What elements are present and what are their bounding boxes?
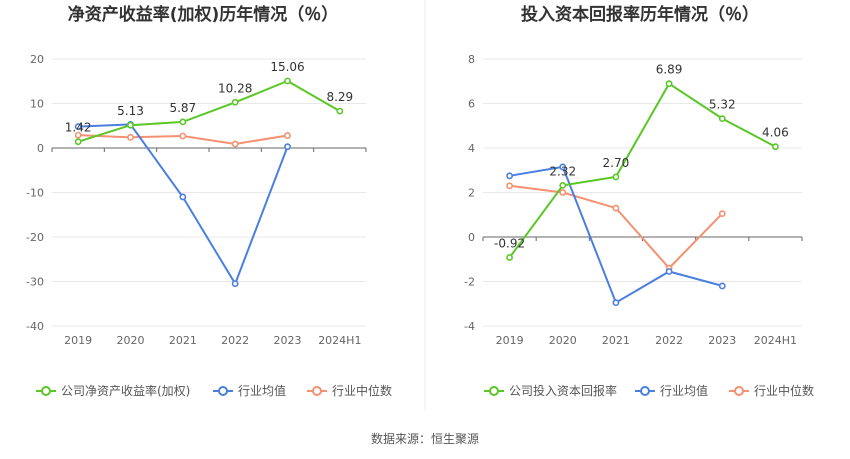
data-source-note: 数据来源：恒生聚源 [370,432,479,446]
data-point-median [74,131,82,139]
legend-marker-company [489,386,499,396]
data-point-avg [559,163,567,171]
data-point-avg [718,282,726,290]
chart-title-1: 净资产收益率(加权)历年情况（％） [68,4,339,25]
x-tick-label: 2024H1 [318,334,361,347]
x-tick-label: 2022 [221,334,249,347]
y-tick-label: 10 [30,98,44,111]
data-point-company [231,98,239,106]
data-point-median [127,133,134,141]
data-point-avg [74,123,82,131]
legend-marker-avg [640,386,650,396]
y-tick-label: -30 [26,276,44,289]
data-point-avg [284,143,291,151]
data-label: 15.06 [270,60,304,74]
data-point-company [336,107,344,115]
legend-marker-median [312,386,322,396]
data-label: 4.06 [762,126,789,140]
data-point-company [665,80,673,88]
data-point-company [179,118,187,126]
data-point-median [179,132,187,140]
data-point-company [284,77,291,85]
x-tick-label: 2019 [496,334,524,347]
data-point-company [612,173,620,181]
x-tick-label: 2021 [602,334,630,347]
legend-label-company: 公司净资产收益率(加权) [61,383,190,398]
data-point-company [506,254,513,261]
series-line-company [77,79,341,143]
data-label: 1.42 [65,121,92,135]
y-tick-label: -4 [464,320,475,333]
data-point-avg [179,193,187,201]
legend-marker-median [734,386,744,396]
y-tick-label: -10 [26,187,44,200]
data-point-company [127,121,134,129]
y-tick-label: -40 [26,320,44,333]
y-tick-label: 2 [468,187,475,200]
x-tick-label: 2023 [274,334,302,347]
data-point-median [612,204,620,212]
x-tick-label: 2019 [64,334,92,347]
legend-label-company: 公司投入资本回报率 [509,383,617,398]
y-tick-label: -2 [464,276,475,289]
x-tick-label: 2021 [169,334,197,347]
y-tick-label: 0 [37,142,44,155]
x-tick-label: 2022 [655,334,683,347]
legend-label-median: 行业中位数 [332,383,392,398]
data-point-company [772,143,779,151]
legend-label-median: 行业中位数 [754,383,814,398]
legend-marker-company [41,386,51,396]
data-point-median [284,132,291,139]
data-label: 8.29 [326,90,353,104]
x-tick-label: 2024H1 [754,334,797,347]
data-point-company [559,181,567,189]
y-tick-label: 6 [468,98,475,111]
data-point-company [74,138,82,146]
legend-label-avg: 行业均值 [660,383,708,398]
data-point-company [718,115,726,123]
data-point-avg [231,280,239,288]
data-label: -0.92 [494,236,525,250]
data-label: 5.87 [169,101,196,115]
data-point-median [718,210,726,218]
data-point-avg [665,268,673,275]
data-label: 5.32 [709,98,736,112]
y-tick-label: 4 [468,142,475,155]
data-point-median [231,140,239,148]
data-point-median [506,182,513,190]
legend-marker-avg [218,386,228,396]
data-label: 2.32 [549,164,576,178]
series-line-company [508,82,776,259]
data-label: 5.13 [117,104,144,118]
chart-title-2: 投入资本回报率历年情况（％） [521,4,759,25]
data-label: 2.70 [603,156,630,170]
data-label: 6.89 [656,63,683,77]
series-line-avg [509,165,723,305]
y-tick-label: 0 [468,231,475,244]
y-tick-label: 8 [468,53,475,66]
y-tick-label: 20 [30,53,44,66]
data-point-median [559,189,567,196]
x-tick-label: 2023 [708,334,736,347]
y-tick-label: -20 [26,231,44,244]
data-point-avg [506,172,513,180]
legend-label-avg: 行业均值 [238,383,286,398]
x-tick-label: 2020 [549,334,577,347]
x-tick-label: 2020 [117,334,145,347]
data-label: 10.28 [218,81,252,95]
series-line-median [509,184,724,270]
data-point-avg [612,299,620,307]
